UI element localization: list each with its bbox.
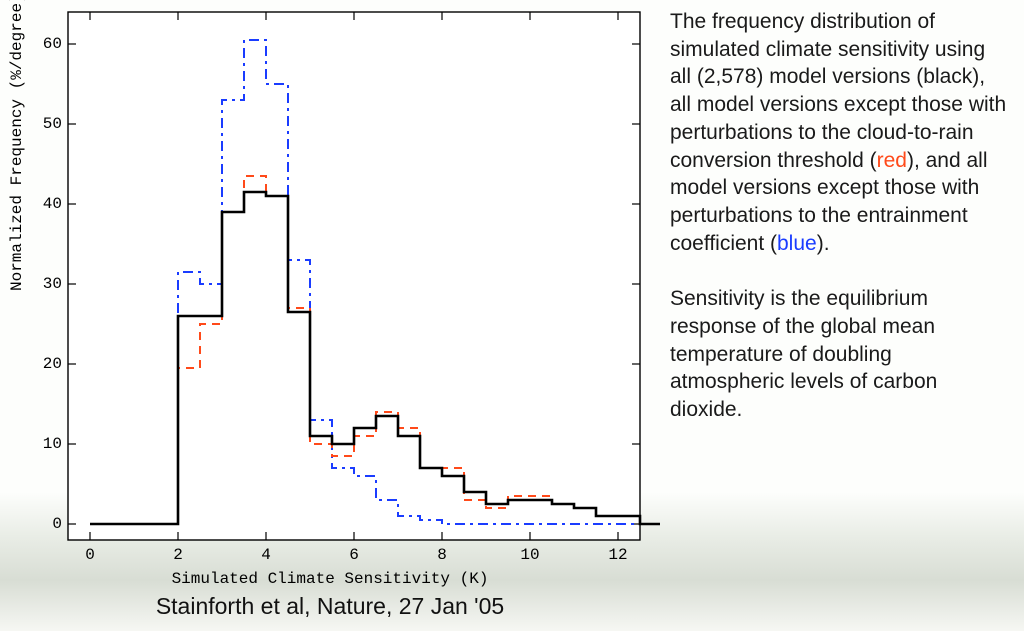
y-tick-label: 0 [52, 515, 62, 533]
x-tick-label: 8 [432, 546, 452, 564]
y-tick-label: 40 [43, 195, 62, 213]
x-tick-label: 0 [80, 546, 100, 564]
x-tick-label: 2 [168, 546, 188, 564]
x-tick-label: 6 [344, 546, 364, 564]
y-axis-label: Normalized Frequency (%/degree) [8, 0, 26, 291]
y-tick-label: 10 [43, 435, 62, 453]
caption-para2: Sensitivity is the equilibrium response … [670, 287, 937, 421]
y-tick-label: 30 [43, 275, 62, 293]
climate-sensitivity-chart: Normalized Frequency (%/degree) Simulate… [0, 0, 660, 600]
x-tick-label: 12 [608, 546, 628, 564]
caption-text-3: ). [817, 232, 830, 255]
figure-caption: The frequency distribution of simulated … [670, 8, 1010, 424]
x-axis-label: Simulated Climate Sensitivity (K) [0, 570, 660, 588]
y-tick-label: 60 [43, 35, 62, 53]
x-tick-label: 10 [520, 546, 540, 564]
caption-text-1: The frequency distribution of simulated … [670, 10, 1006, 172]
caption-blue-word: blue [777, 232, 817, 255]
y-tick-label: 50 [43, 115, 62, 133]
y-tick-label: 20 [43, 355, 62, 373]
caption-red-word: red [877, 149, 907, 172]
x-tick-label: 4 [256, 546, 276, 564]
citation-text: Stainforth et al, Nature, 27 Jan '05 [0, 593, 660, 620]
chart-svg [0, 0, 660, 600]
